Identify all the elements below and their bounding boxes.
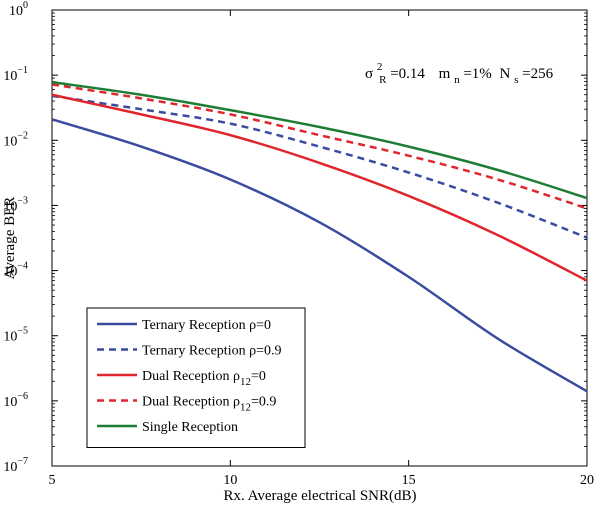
legend-label-4: Dual Reception ρ12=0.9 bbox=[142, 395, 276, 414]
y-tick-label: 10−6 bbox=[3, 391, 28, 410]
y-tick-label: 10−5 bbox=[3, 326, 28, 345]
x-axis-label: Rx. Average electrical SNR(dB) bbox=[224, 488, 417, 504]
annotation-n-value: =256 bbox=[522, 66, 553, 82]
x-axis-ticks: 5 10 15 20 bbox=[49, 10, 594, 488]
series-lines bbox=[51, 80, 588, 393]
legend-box bbox=[86, 307, 306, 448]
y-tick-base: 10 bbox=[3, 330, 17, 345]
y-tick-label: 100 bbox=[9, 0, 28, 19]
y-tick-label: 10−7 bbox=[3, 456, 28, 475]
annotation-sigma-sub: R bbox=[379, 74, 387, 86]
y-tick-exponent: −7 bbox=[17, 456, 28, 467]
annotation-n-sub: s bbox=[514, 74, 518, 86]
y-tick-base: 10 bbox=[3, 134, 17, 149]
y-tick-base: 10 bbox=[9, 4, 23, 19]
y-tick-exponent: −6 bbox=[17, 391, 28, 402]
series-line-3 bbox=[51, 93, 588, 282]
y-tick-base: 10 bbox=[3, 395, 17, 410]
y-tick-exponent: −1 bbox=[17, 65, 28, 76]
annotation-n: N bbox=[500, 66, 511, 82]
series-line-5 bbox=[51, 80, 588, 200]
y-tick-exponent: 0 bbox=[23, 0, 28, 11]
y-tick-base: 10 bbox=[3, 460, 17, 475]
legend-label-5: Single Reception bbox=[142, 420, 238, 435]
series-line-2 bbox=[51, 94, 588, 239]
legend-label-3: Dual Reception ρ12=0 bbox=[142, 369, 266, 388]
x-tick-label: 5 bbox=[49, 473, 56, 488]
y-tick-label: 10−3 bbox=[3, 195, 28, 214]
svg-text:σ 2 R =0.14: σ 2 R =0.14 m n =1% N s =256 bbox=[365, 58, 554, 87]
series-line-4 bbox=[51, 83, 588, 210]
y-tick-label: 10−1 bbox=[3, 65, 28, 84]
y-axis-label: Average BER bbox=[2, 197, 18, 280]
y-tick-label: 10−2 bbox=[3, 130, 28, 149]
annotation-sigma-value: =0.14 bbox=[390, 66, 425, 82]
annotation-m-value: =1% bbox=[463, 66, 491, 82]
y-tick-base: 10 bbox=[3, 199, 17, 214]
y-tick-exponent: −5 bbox=[17, 326, 28, 337]
y-tick-exponent: −2 bbox=[17, 130, 28, 141]
y-tick-base: 10 bbox=[3, 265, 17, 280]
annotation-sigma-sup: 2 bbox=[377, 61, 383, 73]
x-tick-label: 10 bbox=[223, 473, 237, 488]
y-tick-label: 10−4 bbox=[3, 261, 28, 280]
parameter-annotation: σ 2 R =0.14 m n =1% N s =256 bbox=[365, 58, 554, 87]
legend: Ternary Reception ρ=0 Ternary Reception ρ… bbox=[86, 307, 306, 448]
annotation-m: m bbox=[439, 66, 451, 82]
y-tick-base: 10 bbox=[3, 69, 17, 84]
y-tick-exponent: −4 bbox=[17, 261, 28, 272]
legend-label-1: Ternary Reception ρ=0 bbox=[142, 318, 271, 333]
x-tick-label: 15 bbox=[402, 473, 416, 488]
y-tick-exponent: −3 bbox=[17, 195, 28, 206]
x-tick-label: 20 bbox=[580, 473, 594, 488]
series-line-1 bbox=[51, 118, 588, 393]
annotation-sigma: σ bbox=[365, 66, 373, 82]
legend-label-2: Ternary Reception ρ=0.9 bbox=[142, 344, 282, 359]
annotation-m-sub: n bbox=[454, 74, 460, 86]
